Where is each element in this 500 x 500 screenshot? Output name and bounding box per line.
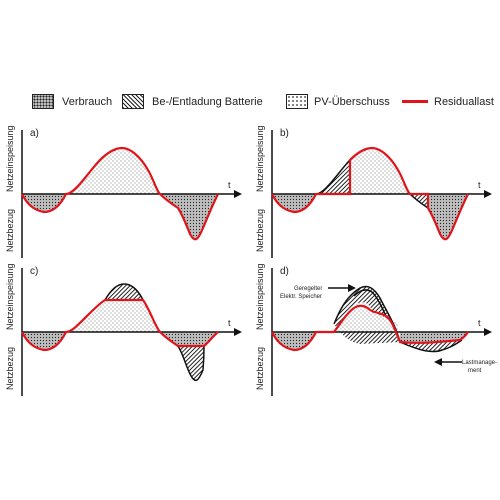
panel-label: b) xyxy=(280,128,289,139)
t-label: t xyxy=(228,180,231,190)
t-label: t xyxy=(478,180,481,190)
residual-load-curve xyxy=(271,304,469,352)
t-label: t xyxy=(228,318,231,328)
time-axis-arrow xyxy=(484,328,492,336)
y-label-bottom: Netzbezug xyxy=(5,347,15,390)
y-label-bottom: Netzbezug xyxy=(255,209,265,252)
load-annotation-line1: Lastmanage- xyxy=(462,360,497,366)
battery-discharge-area xyxy=(178,346,204,381)
storage-annotation-line1: Geregelter xyxy=(294,286,322,292)
y-label-top: Netzeinspeisung xyxy=(5,125,15,192)
y-label-bottom: Netzbezug xyxy=(255,347,265,390)
panel-a: a) t Netzeinspeisung Netzbezug xyxy=(0,120,250,260)
legend-label: Residuallast xyxy=(434,96,494,108)
original-curve-outline xyxy=(104,283,205,382)
pv-surplus-area xyxy=(66,300,160,332)
panel-d: Geregelter Elektr. Speicher Lastmanage- … xyxy=(250,258,500,398)
load-arrow-head xyxy=(434,358,442,366)
y-label-top: Netzeinspeisung xyxy=(255,125,265,192)
y-label-bottom: Netzbezug xyxy=(5,209,15,252)
pv-surplus-area xyxy=(350,148,410,194)
t-label: t xyxy=(478,318,481,328)
time-axis-arrow xyxy=(234,190,242,198)
dense-dots-swatch xyxy=(32,94,54,109)
residual-load-curve xyxy=(21,146,219,241)
storage-annotation-line2: Elektr. Speicher xyxy=(280,294,322,300)
panel-c: c) t Netzeinspeisung Netzbezug xyxy=(0,258,250,398)
legend-label: Verbrauch xyxy=(62,96,113,108)
load-annotation-line2: ment xyxy=(468,368,482,374)
y-label-top: Netzeinspeisung xyxy=(5,263,15,330)
time-axis-arrow xyxy=(484,190,492,198)
pv-surplus-area xyxy=(334,302,398,332)
sparse-dots-swatch xyxy=(286,94,308,109)
residual-load-curve xyxy=(21,298,219,352)
red-line-swatch xyxy=(402,100,428,103)
hatch-swatch xyxy=(122,94,144,109)
legend-label: PV-Überschuss xyxy=(314,96,390,108)
storage-arrow-head xyxy=(348,284,356,292)
battery-charge-area xyxy=(316,160,350,194)
consumption-area-right xyxy=(428,194,468,240)
residual-load-curve xyxy=(271,146,469,241)
legend-label: Be-/Entladung Batterie xyxy=(152,96,263,108)
pv-surplus-area xyxy=(66,148,160,194)
panel-label: a) xyxy=(30,128,39,139)
time-axis-arrow xyxy=(234,328,242,336)
legend: Verbrauch Be-/Entladung Batterie PV-Über… xyxy=(0,86,500,120)
original-curve-outline xyxy=(333,285,463,353)
panel-label: c) xyxy=(30,266,38,277)
y-label-top: Netzeinspeisung xyxy=(255,263,265,330)
panel-label: d) xyxy=(280,266,289,277)
panel-b: b) t Netzeinspeisung Netzbezug xyxy=(250,120,500,260)
